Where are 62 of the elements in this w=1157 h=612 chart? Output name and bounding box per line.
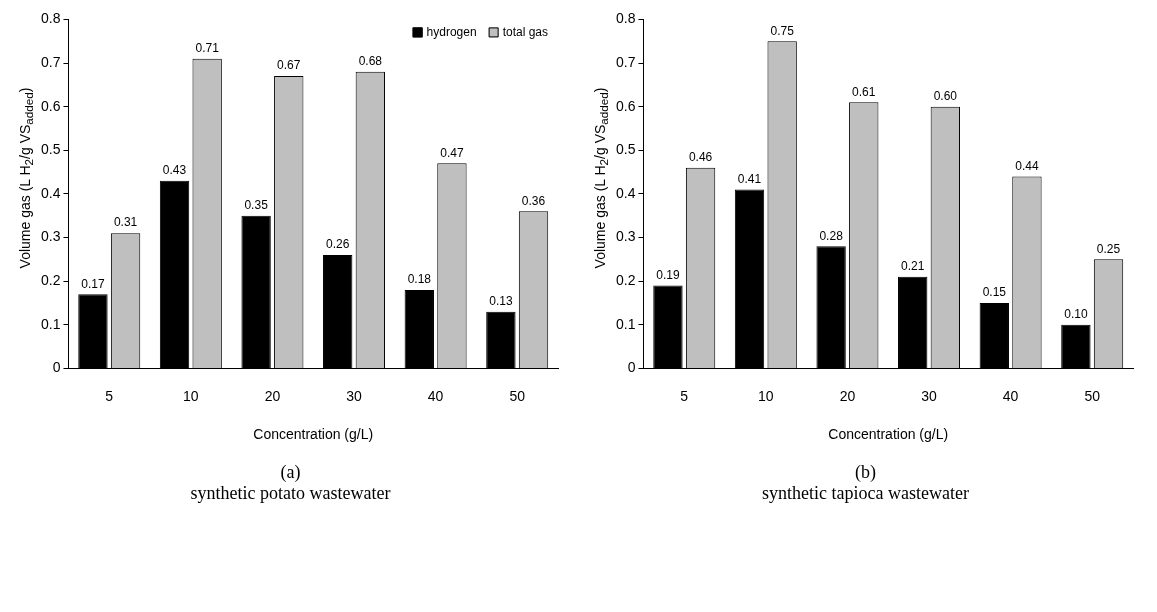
x-tick-label: 30: [920, 387, 937, 404]
x-tick-label: 5: [679, 387, 688, 404]
y-tick-label: 0.7: [615, 53, 636, 70]
text: synthetic tapioca wastewater: [762, 483, 969, 504]
y-tick-label: 0.8: [40, 10, 61, 27]
x-tick-label: 50: [1083, 387, 1100, 404]
data-label: 0.43: [162, 163, 187, 178]
data-label: 0.46: [688, 150, 713, 165]
y-tick-label: 0: [627, 359, 636, 376]
data-label: 0.18: [407, 272, 431, 287]
data-label: 0.35: [243, 198, 268, 213]
y-tick-label: 0.3: [615, 228, 636, 245]
y-tick-label: 0: [52, 359, 61, 376]
data-label: 0.25: [1096, 241, 1121, 256]
x-tick-label: 5: [104, 387, 113, 404]
data-label: 0.44: [1014, 158, 1039, 173]
x-tick-label: 10: [757, 387, 774, 404]
x-tick-label: 40: [1002, 387, 1019, 404]
data-label: 0.15: [982, 285, 1006, 300]
data-label: 0.26: [325, 237, 350, 252]
x-tick-label: 20: [264, 387, 280, 404]
data-label: 0.67: [276, 58, 301, 73]
y-tick-label: 0.4: [615, 184, 636, 201]
x-axis-title: Concentration (g/L): [827, 426, 948, 443]
y-tick-label: 0.7: [40, 53, 61, 70]
data-label: 0.61: [851, 84, 876, 99]
text: (b): [855, 462, 876, 483]
legend-label: hydrogen: [426, 24, 477, 39]
data-label: 0.36: [521, 193, 546, 208]
data-label: 0.21: [900, 259, 925, 274]
y-tick-label: 0.4: [40, 184, 61, 201]
data-label: 0.28: [818, 228, 843, 243]
y-tick-label: 0.5: [40, 141, 61, 158]
data-label: 0.10: [1063, 307, 1088, 322]
data-label: 0.17: [80, 276, 105, 291]
data-label: 0.75: [769, 23, 794, 38]
text: (a): [280, 462, 301, 483]
x-tick-label: 30: [345, 387, 362, 404]
y-tick-label: 0.6: [615, 97, 636, 114]
x-tick-label: 40: [427, 387, 444, 404]
y-tick-label: 0.5: [615, 141, 636, 158]
text: synthetic potato wastewater: [190, 483, 391, 504]
y-tick-label: 0.1: [40, 315, 61, 332]
data-label: 0.41: [737, 171, 762, 186]
x-tick-label: 20: [839, 387, 855, 404]
y-tick-label: 0.2: [615, 272, 636, 289]
x-axis-title: Concentration (g/L): [252, 426, 373, 443]
data-label: 0.47: [439, 145, 464, 160]
y-tick-label: 0.8: [615, 10, 636, 27]
x-tick-label: 10: [182, 387, 199, 404]
data-label: 0.13: [488, 294, 513, 308]
data-label: 0.19: [655, 267, 680, 282]
data-label: 0.31: [113, 215, 138, 230]
y-tick-label: 0.1: [615, 315, 636, 332]
x-tick-label: 50: [508, 387, 525, 404]
y-tick-label: 0.3: [40, 228, 61, 245]
y-tick-label: 0.6: [40, 97, 61, 114]
y-tick-label: 0.2: [40, 272, 61, 289]
data-label: 0.71: [194, 40, 219, 55]
legend-label: total gas: [502, 24, 548, 39]
data-label: 0.60: [933, 88, 957, 103]
data-label: 0.68: [358, 54, 382, 69]
